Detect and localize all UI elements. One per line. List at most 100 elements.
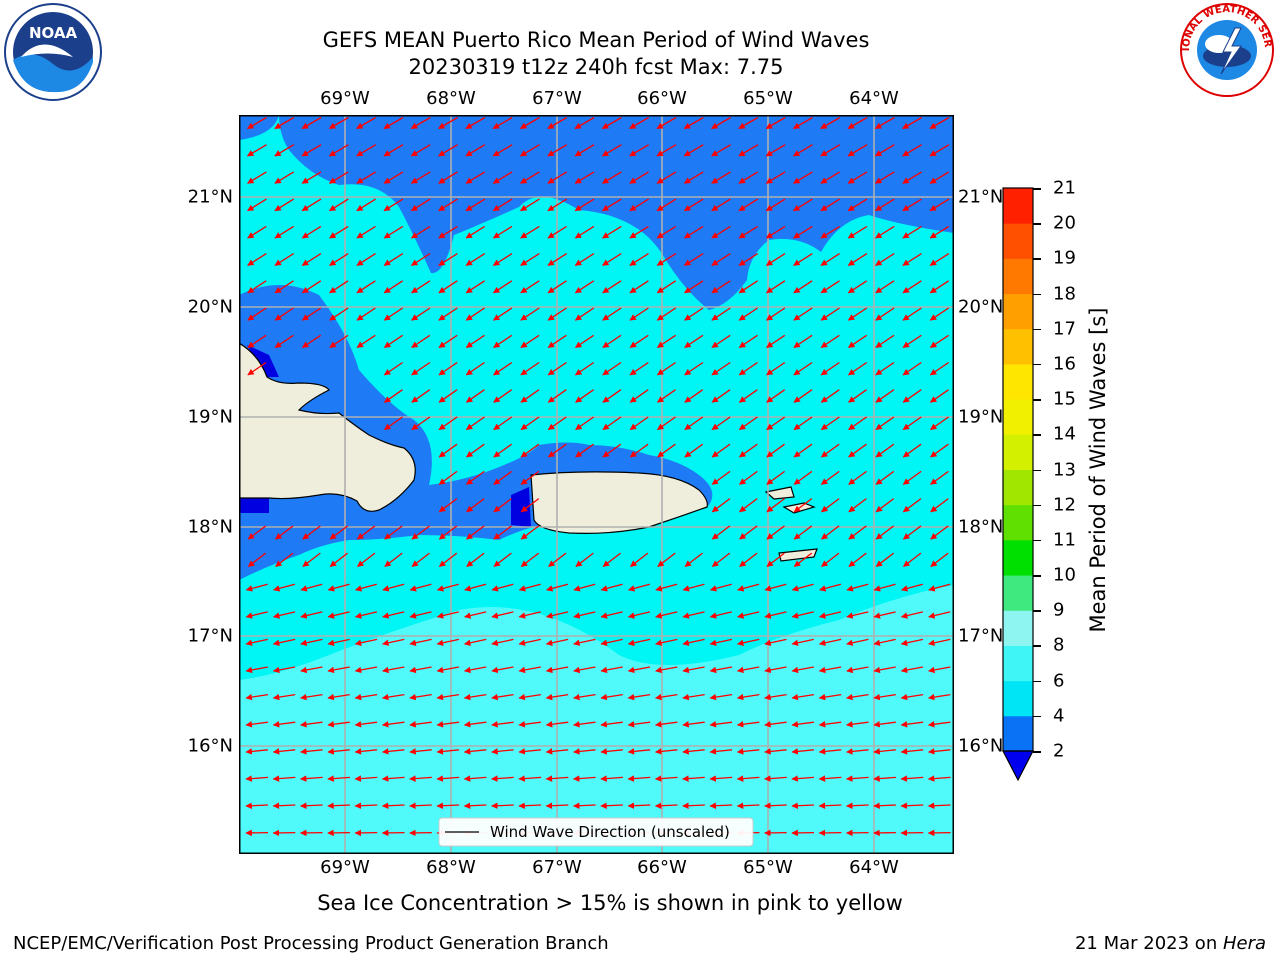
wave-arrow <box>738 225 759 239</box>
wave-arrow <box>493 498 512 513</box>
colorbar-tick-mark <box>1033 188 1041 190</box>
wave-arrow <box>600 802 623 809</box>
wave-arrow <box>682 802 705 809</box>
wave-arrow <box>656 389 676 403</box>
wave-arrow <box>520 389 540 403</box>
wave-arrow <box>848 443 867 458</box>
wave-arrow <box>547 443 567 458</box>
wave-arrow <box>493 525 512 540</box>
wave-arrow <box>654 802 678 809</box>
wave-arrow <box>764 638 787 646</box>
wave-arrow <box>629 198 649 212</box>
wave-arrow <box>709 748 733 755</box>
wave-arrow <box>327 611 350 619</box>
wave-arrow <box>301 171 322 184</box>
colorbar-segment <box>1003 469 1033 506</box>
wave-arrow <box>409 666 432 674</box>
wave-arrow <box>465 253 486 266</box>
wave-arrow <box>354 611 378 619</box>
wave-arrow <box>846 611 869 619</box>
noaa-logo: NOAA <box>4 3 102 101</box>
wave-arrow <box>247 525 267 540</box>
wave-arrow <box>875 498 895 513</box>
legend: Wind Wave Direction (unscaled) <box>438 817 754 847</box>
wave-arrow <box>275 552 294 568</box>
wave-arrow <box>436 693 460 701</box>
wave-arrow <box>356 552 376 568</box>
wave-arrow <box>655 666 678 674</box>
wave-arrow <box>354 666 378 674</box>
wave-arrow <box>873 666 896 674</box>
lat-tick-right: 18°N <box>958 516 1004 538</box>
wave-arrow <box>300 721 323 728</box>
wave-arrow <box>737 611 760 619</box>
wave-arrow <box>793 171 813 184</box>
colorbar-tick: 10 <box>1053 564 1076 586</box>
wave-arrow <box>383 307 404 321</box>
wave-arrow <box>466 498 485 513</box>
wave-arrow <box>602 253 622 266</box>
wave-arrow <box>438 443 458 458</box>
wave-arrow <box>438 389 458 403</box>
wave-arrow <box>493 416 513 431</box>
wave-arrow <box>711 225 731 239</box>
wave-arrow <box>520 253 540 266</box>
wave-arrow <box>518 802 542 809</box>
wave-arrow <box>684 361 704 376</box>
nws-logo: NATIONAL WEATHER SERVICE <box>1177 2 1274 97</box>
wave-arrow <box>354 583 377 592</box>
colorbar-segment <box>1003 258 1033 295</box>
wave-arrow <box>247 307 267 321</box>
wave-arrow <box>655 583 678 592</box>
wave-arrow <box>765 144 786 157</box>
colorbar-tick-mark <box>1033 328 1041 331</box>
wave-arrow <box>711 144 731 157</box>
wave-arrow <box>383 361 403 376</box>
wave-arrow <box>709 693 733 701</box>
wave-arrow <box>301 225 322 239</box>
wave-arrow <box>464 583 487 592</box>
lon-tick-bottom: 68°W <box>426 857 476 878</box>
wave-arrow <box>328 171 349 184</box>
lon-tick-top: 65°W <box>743 88 793 109</box>
wave-arrow <box>846 638 869 646</box>
wave-arrow <box>793 552 813 568</box>
wave-arrow <box>683 116 704 130</box>
lon-tick-top: 67°W <box>532 88 582 109</box>
wave-arrow <box>492 116 513 130</box>
wave-arrow <box>491 611 514 619</box>
wave-arrow <box>764 721 787 728</box>
wave-arrow <box>875 225 895 239</box>
wave-arrow <box>930 498 949 513</box>
wave-arrow <box>602 443 622 458</box>
wave-arrow <box>602 552 621 568</box>
wave-arrow <box>272 775 296 782</box>
wave-arrow <box>820 498 840 513</box>
wave-arrow <box>657 443 676 458</box>
wave-arrow <box>274 280 294 294</box>
colorbar-segment <box>1003 610 1033 646</box>
wave-arrow <box>766 552 785 568</box>
wave-arrow <box>820 144 841 157</box>
wave-arrow <box>656 225 677 239</box>
wave-arrow <box>848 416 867 431</box>
colorbar-tick: 9 <box>1053 599 1065 621</box>
colorbar-tick: 17 <box>1053 318 1076 340</box>
wave-arrow <box>491 638 514 646</box>
wave-arrow <box>902 198 922 212</box>
wave-arrow <box>848 470 867 485</box>
wave-arrow <box>711 498 731 513</box>
wave-arrow <box>600 721 623 728</box>
wave-arrow <box>491 748 514 755</box>
wave-arrow <box>684 334 704 349</box>
wave-arrow <box>902 416 922 431</box>
wave-arrow <box>738 171 759 184</box>
wave-arrow <box>900 583 923 592</box>
wave-arrow <box>547 253 567 266</box>
wave-arrow <box>818 666 842 674</box>
wave-arrow <box>902 253 922 266</box>
wave-arrow <box>575 416 594 431</box>
wave-arrow <box>465 307 485 321</box>
wave-arrow <box>820 389 840 403</box>
wave-arrow <box>572 775 596 782</box>
